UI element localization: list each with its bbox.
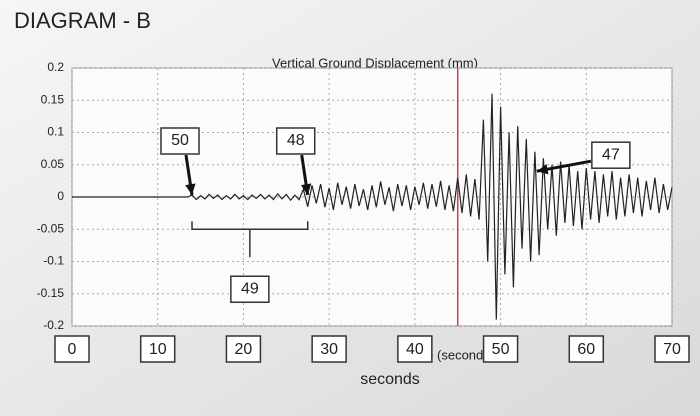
annotation-box [275,127,316,155]
annotation-label: 50 [171,132,189,149]
annotation-box [591,141,631,169]
arrow-head [536,164,549,175]
x-tick-label: 20 [235,341,253,358]
x-tick-box [654,335,690,363]
x-tick-label: 10 [149,341,167,358]
x-tick-box [311,335,347,363]
x-tick-label: 60 [577,341,595,358]
x-tick-box [225,335,262,363]
y-tick-label: 0.1 [47,125,64,139]
x-tick-box [568,335,605,363]
annotation-label: 47 [602,146,620,163]
y-tick-label: -0.1 [43,254,64,268]
x-tick-box [54,335,90,363]
chart-title: DIAGRAM - B [14,8,151,33]
x-tick-label: 70 [663,341,681,358]
x-tick-box [482,335,519,363]
arrow-head [300,183,312,195]
x-tick-label: 40 [406,341,424,358]
bracket [191,221,309,258]
handwritten-label: seconds [360,371,420,388]
x-tick-label: 30 [320,341,338,358]
annotation-label: 49 [241,280,259,297]
annotation-box [230,275,270,303]
annotation-box [160,127,200,155]
x-tick-label: 0 [68,341,77,358]
chart-subtitle: Vertical Ground Displacement (mm) [272,55,478,70]
arrow-head [185,183,196,195]
y-tick-label: -0.2 [43,318,64,332]
y-tick-label: -0.15 [37,286,65,300]
annotation-label: 48 [287,132,305,149]
y-tick-label: -0.05 [37,221,65,235]
y-tick-label: 0.15 [41,92,65,106]
x-tick-box [139,335,176,363]
y-tick-label: 0 [57,189,64,203]
x-tick-box [397,335,433,363]
y-tick-label: 0.05 [41,157,65,171]
signal-line [72,93,673,320]
x-tick-label: 50 [492,341,510,358]
y-tick-label: 0.2 [47,60,64,74]
